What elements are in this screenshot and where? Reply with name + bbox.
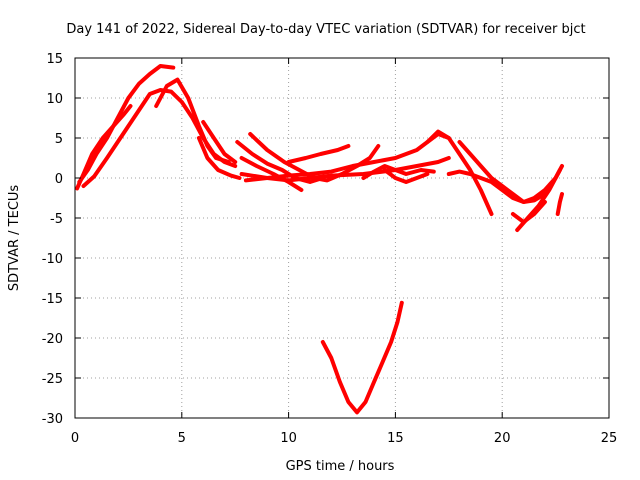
- y-tick-label: 15: [46, 52, 63, 67]
- series-line-arc-4: [154, 77, 231, 164]
- series-line-arc-15: [382, 168, 430, 184]
- y-tick-label: -30: [42, 412, 63, 427]
- y-tick-label: -15: [42, 292, 63, 307]
- series-line-arc-20: [510, 200, 547, 224]
- series-line-arc-14: [361, 164, 436, 180]
- series-line-arc-2: [77, 64, 176, 184]
- axis-ticks: 0 5 10 15 20 25 -30 -25 -20 -15 -10 -5 0 5 10 15: [42, 52, 618, 446]
- y-tick-label: 10: [46, 92, 63, 107]
- y-tick-label: 5: [55, 132, 63, 147]
- series-line-arc-21: [555, 192, 564, 216]
- y-tick-label: -20: [42, 332, 63, 347]
- data-series: [75, 64, 564, 415]
- y-axis-label: SDTVAR / TECUs: [7, 185, 22, 292]
- y-tick-label: -25: [42, 372, 63, 387]
- y-tick-label: -5: [50, 212, 63, 227]
- grid: [75, 58, 609, 418]
- x-tick-label: 5: [178, 431, 186, 446]
- x-tick-label: 15: [387, 431, 404, 446]
- x-tick-label: 10: [280, 431, 297, 446]
- y-tick-label: -10: [42, 252, 63, 267]
- x-tick-label: 0: [71, 431, 79, 446]
- series-line-arc-11: [248, 132, 381, 183]
- x-tick-label: 20: [494, 431, 511, 446]
- plot-frame: [74, 57, 610, 419]
- series-line-arc-8: [239, 156, 304, 192]
- series-line-arc-13: [320, 300, 404, 415]
- series-line-arc-16: [425, 129, 494, 216]
- series-line-arc-18: [457, 140, 564, 204]
- y-tick-label: 0: [55, 172, 63, 187]
- x-tick-label: 25: [601, 431, 618, 446]
- chart-title: Day 141 of 2022, Sidereal Day-to-day VTE…: [66, 22, 585, 37]
- x-axis-label: GPS time / hours: [286, 459, 395, 474]
- series-line-arc-10: [243, 132, 451, 183]
- series-line-arc-12: [286, 144, 351, 164]
- series-line-arc-6: [201, 120, 238, 164]
- series-line-arc-9: [235, 140, 325, 184]
- series-line-arc-5: [196, 136, 242, 180]
- series-line-arc-7: [239, 156, 451, 183]
